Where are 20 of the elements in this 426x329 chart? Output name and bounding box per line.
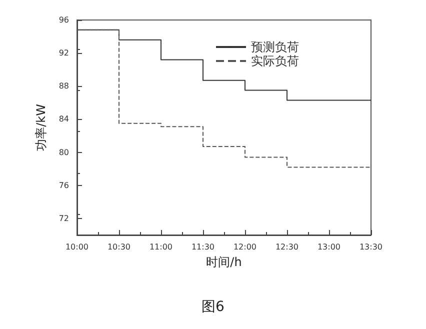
- x-tick-label: 11:30: [191, 242, 215, 252]
- x-tick-label: 13:00: [317, 242, 341, 252]
- y-tick-label: 96: [58, 16, 69, 24]
- legend-label: 预测负荷: [251, 40, 299, 54]
- y-axis-title: 功率/kW: [34, 104, 48, 151]
- caption: 图6: [202, 299, 225, 315]
- y-tick-label: 72: [58, 214, 69, 223]
- y-tick-label: 84: [58, 114, 69, 124]
- x-tick-label: 12:00: [233, 242, 257, 252]
- y-tick-label: 80: [58, 148, 69, 157]
- y-tick-label: 76: [58, 180, 69, 190]
- x-tick-label: 10:30: [107, 242, 131, 252]
- y-tick-label: 92: [58, 48, 69, 58]
- legend-label: 实际负荷: [251, 54, 299, 68]
- x-axis-title: 时间/h: [206, 254, 242, 269]
- x-tick-label: 10:00: [65, 242, 89, 252]
- y-tick-label: 88: [58, 82, 69, 91]
- x-tick-label: 11:00: [149, 242, 173, 252]
- x-tick-label: 12:30: [275, 242, 299, 252]
- x-tick-label: 13:30: [359, 242, 383, 252]
